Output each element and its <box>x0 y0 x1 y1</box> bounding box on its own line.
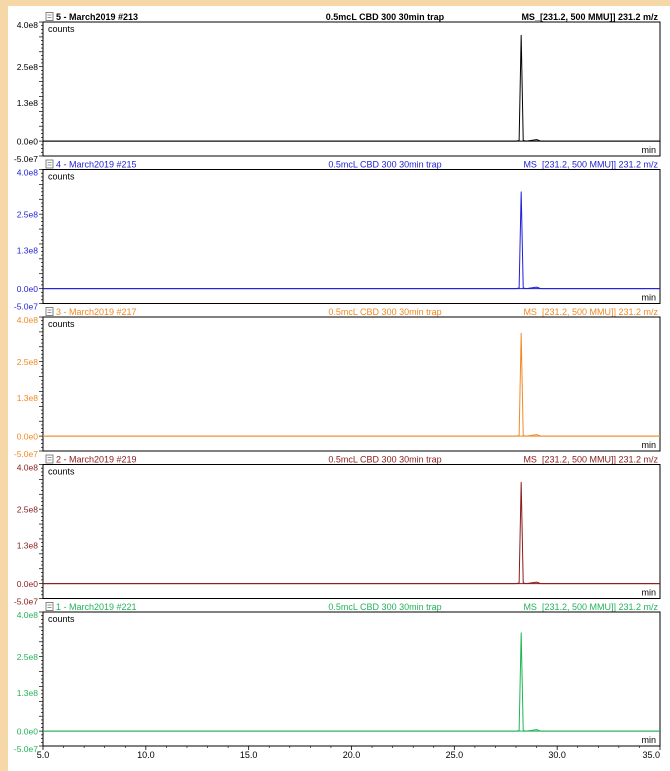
y-tick-label: 1.3e8 <box>17 540 39 550</box>
chromatogram-panel: 2 - March2019 #219 0.5mcL CBD 300 30min t… <box>14 453 661 607</box>
y-tick-label: 2.5e8 <box>17 505 39 515</box>
y-unit-label: counts <box>48 24 75 34</box>
y-unit-label: counts <box>48 614 75 624</box>
panel-title: 2 - March2019 #219 <box>56 455 137 465</box>
window-border-top <box>0 0 670 6</box>
panel-filter: MS_[231.2, 500 MMU]] 231.2 m/z <box>523 307 658 317</box>
y-tick-label: -5.0e7 <box>14 449 38 459</box>
x-unit-label: min <box>641 735 656 745</box>
plot-area <box>42 21 661 157</box>
panel-filter: MS_[231.2, 500 MMU]] 231.2 m/z <box>521 12 658 22</box>
window-border-left <box>0 0 8 771</box>
panel-title: 4 - March2019 #215 <box>56 160 137 170</box>
y-unit-label: counts <box>48 172 75 182</box>
x-tick-label: 5.0 <box>37 750 50 760</box>
panel-method: 0.5mcL CBD 300 30min trap <box>328 455 441 465</box>
y-tick-label: 4.0e8 <box>17 168 39 178</box>
trace-icon-frame <box>45 159 54 169</box>
plot-area <box>42 316 661 452</box>
x-unit-label: min <box>641 293 656 303</box>
panel-header <box>43 453 660 465</box>
panel-method: 0.5mcL CBD 300 30min trap <box>328 602 441 612</box>
y-unit-label: counts <box>48 467 75 477</box>
trace-icon[interactable] <box>45 159 54 169</box>
trace-icon[interactable] <box>45 12 54 21</box>
chromatogram-panel: 3 - March2019 #217 0.5mcL CBD 300 30min t… <box>14 306 661 459</box>
trace-icon-frame <box>45 307 54 316</box>
plot-area <box>42 169 661 304</box>
chromatogram-panel: 5 - March2019 #213 0.5mcL CBD 300 30min t… <box>14 11 661 164</box>
y-tick-label: 1.3e8 <box>17 245 39 255</box>
x-tick-label: 10.0 <box>137 750 155 760</box>
panel-header <box>43 158 660 170</box>
trace-icon[interactable] <box>45 454 54 464</box>
plot-area <box>42 464 661 599</box>
x-tick-label: 25.0 <box>446 750 464 760</box>
y-tick-label: 2.5e8 <box>17 210 39 220</box>
y-tick-label: 4.0e8 <box>17 463 39 473</box>
y-unit-label: counts <box>48 319 75 329</box>
panel-title: 1 - March2019 #221 <box>56 602 137 612</box>
y-tick-label: 0.0e0 <box>17 432 39 442</box>
panel-method: 0.5mcL CBD 300 30min trap <box>328 307 441 317</box>
y-tick-label: 4.0e8 <box>17 315 39 325</box>
trace-icon[interactable] <box>45 602 54 611</box>
y-tick-label: 0.0e0 <box>17 727 39 737</box>
panel-filter: MS_[231.2, 500 MMU]] 231.2 m/z <box>523 160 658 170</box>
y-tick-label: 0.0e0 <box>17 137 39 147</box>
y-tick-label: 0.0e0 <box>17 579 39 589</box>
chromatogram-trace <box>43 481 660 585</box>
y-tick-label: 1.3e8 <box>17 393 39 403</box>
y-tick-label: 2.5e8 <box>17 357 39 367</box>
panel-method: 0.5mcL CBD 300 30min trap <box>326 12 445 22</box>
y-tick-label: 0.0e0 <box>17 284 39 294</box>
y-tick-label: 2.5e8 <box>17 652 39 662</box>
y-tick-label: -5.0e7 <box>14 154 38 164</box>
panel-method: 0.5mcL CBD 300 30min trap <box>328 160 441 170</box>
y-tick-label: 4.0e8 <box>17 20 39 30</box>
x-unit-label: min <box>641 588 656 598</box>
chromatogram-panel: 4 - March2019 #215 0.5mcL CBD 300 30min t… <box>14 158 661 312</box>
y-tick-label: 2.5e8 <box>17 62 39 72</box>
panel-header <box>43 306 660 317</box>
chromatogram-trace <box>43 332 660 437</box>
y-tick-label: -5.0e7 <box>14 744 38 754</box>
chromatogram-trace <box>43 632 660 732</box>
x-tick-label: 30.0 <box>548 750 566 760</box>
x-unit-label: min <box>641 440 656 450</box>
x-tick-label: 35.0 <box>642 750 660 760</box>
chromatogram-panel: 1 - March2019 #221 0.5mcL CBD 300 30min t… <box>14 601 661 754</box>
trace-icon-frame <box>45 454 54 464</box>
chromatogram-trace <box>43 34 660 142</box>
x-tick-label: 15.0 <box>240 750 258 760</box>
trace-icon[interactable] <box>45 307 54 316</box>
y-tick-label: 4.0e8 <box>17 610 39 620</box>
panel-filter: MS_[231.2, 500 MMU]] 231.2 m/z <box>523 602 658 612</box>
y-tick-label: 1.3e8 <box>17 688 39 698</box>
chromatogram-trace <box>43 191 660 290</box>
y-tick-label: -5.0e7 <box>14 597 38 607</box>
plot-area <box>42 611 661 747</box>
x-unit-label: min <box>641 145 656 155</box>
x-tick-label: 20.0 <box>343 750 361 760</box>
panel-header <box>43 601 660 612</box>
trace-icon-frame <box>45 12 54 21</box>
trace-icon-frame <box>45 602 54 611</box>
panel-title: 3 - March2019 #217 <box>56 307 137 317</box>
panel-title: 5 - March2019 #213 <box>56 12 138 22</box>
y-tick-label: 1.3e8 <box>17 98 39 108</box>
panel-filter: MS_[231.2, 500 MMU]] 231.2 m/z <box>523 455 658 465</box>
panel-header <box>43 11 660 22</box>
y-tick-label: -5.0e7 <box>14 302 38 312</box>
